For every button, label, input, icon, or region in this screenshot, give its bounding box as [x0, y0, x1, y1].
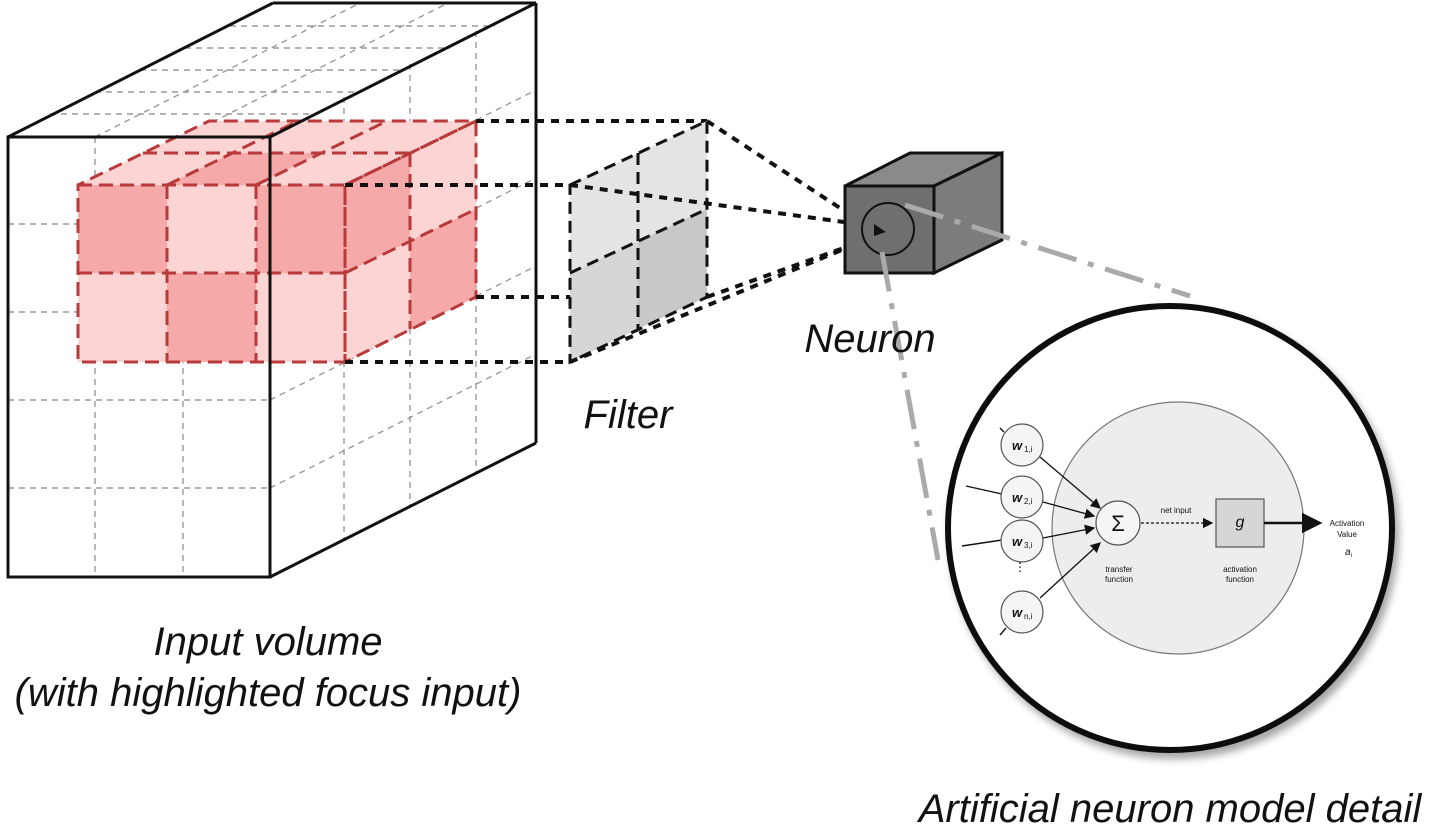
input-volume — [6, 1, 538, 579]
input-volume-outline — [6, 1, 538, 579]
input-node-n: w n,i — [1000, 590, 1044, 634]
net-input-label: net input — [1161, 506, 1192, 515]
neuron-label: Neuron — [804, 317, 935, 361]
activation-function-label-1: activation — [1223, 565, 1257, 574]
svg-text:1,i: 1,i — [1024, 445, 1033, 454]
svg-text:w: w — [1012, 534, 1023, 549]
svg-text:i: i — [1351, 553, 1352, 559]
highlighted-focus-input — [76, 118, 478, 365]
filter-label: Filter — [584, 393, 675, 437]
activation-function-box: g — [1215, 498, 1265, 548]
neuron-body-circle — [1051, 401, 1305, 655]
svg-text:3,i: 3,i — [1024, 541, 1033, 550]
output-label-2: Value — [1337, 530, 1357, 539]
projection-lines-filter-to-neuron — [569, 119, 868, 364]
projection-lines-input-to-filter — [345, 119, 707, 364]
neuron-model-detail: w 1,i w 2,i w 3,i ⋮ w n,i Σ — [945, 303, 1395, 753]
detail-label: Artificial neuron model detail — [917, 787, 1423, 828]
transfer-function-label-1: transfer — [1105, 565, 1132, 574]
input-volume-label-line2: (with highlighted focus input) — [15, 671, 522, 715]
svg-text:w: w — [1012, 605, 1023, 620]
transfer-function-label-2: function — [1105, 575, 1133, 584]
filter — [568, 118, 709, 365]
input-ellipsis: ⋮ — [1014, 560, 1026, 574]
input-node-3: w 3,i — [1000, 519, 1044, 563]
output-label-1: Activation — [1330, 519, 1365, 528]
zoom-lines — [879, 202, 1191, 561]
neuron-focus-circle — [861, 202, 915, 256]
activation-function-label-2: function — [1226, 575, 1254, 584]
svg-text:n,i: n,i — [1024, 612, 1033, 621]
svg-text:w: w — [1012, 490, 1023, 505]
input-node-1: w 1,i — [1000, 423, 1044, 467]
neuron-cube — [843, 150, 1004, 276]
summation-node: Σ — [1095, 500, 1141, 546]
svg-text:Σ: Σ — [1111, 511, 1125, 536]
svg-text:2,i: 2,i — [1024, 497, 1033, 506]
svg-text:g: g — [1236, 514, 1245, 531]
output-symbol: a i — [1345, 547, 1352, 559]
svg-text:w: w — [1012, 438, 1023, 453]
svg-text:a: a — [1345, 547, 1351, 558]
input-volume-label-line1: Input volume — [153, 620, 382, 664]
input-node-2: w 2,i — [1000, 475, 1044, 519]
